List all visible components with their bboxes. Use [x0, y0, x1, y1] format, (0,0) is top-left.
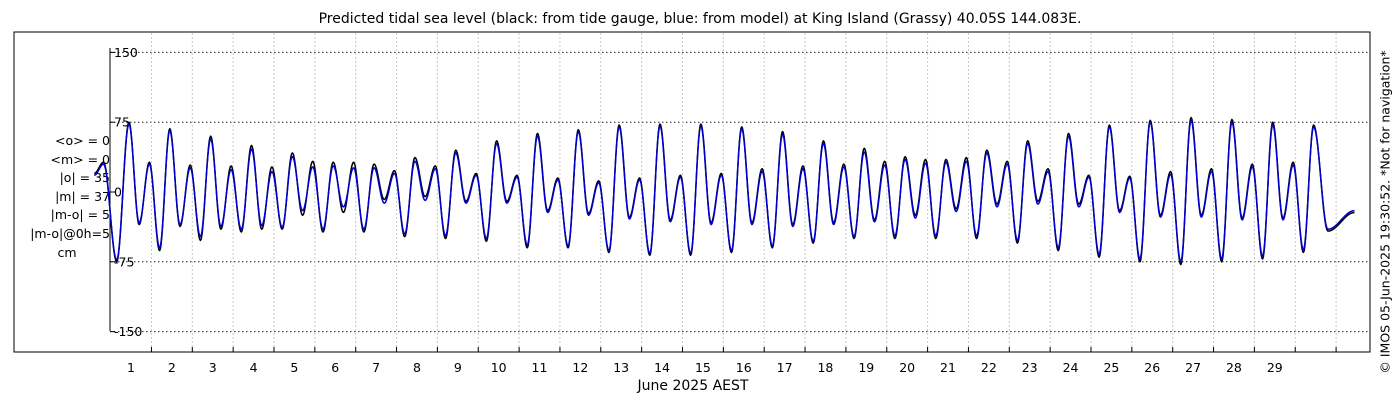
x-tick-label: 2 [168, 360, 176, 375]
stat-unit: cm [57, 244, 77, 260]
y-tick-label: 0 [114, 185, 122, 200]
y-axis: 150 75 0 -75 -150 [110, 45, 142, 339]
x-tick-label: 5 [290, 360, 298, 375]
x-tick-label: 26 [1144, 360, 1160, 375]
x-tick-label: 16 [736, 360, 752, 375]
x-tick-label: 25 [1103, 360, 1119, 375]
x-tick-label: 27 [1185, 360, 1201, 375]
x-tick-label: 21 [940, 360, 956, 375]
x-tick-label: 18 [817, 360, 833, 375]
stat-mean-observed: <o> = 0 [55, 133, 110, 148]
statistics-panel: <o> = 0 <m> = 0 |o| = 35 |m| = 37 |m-o| … [14, 132, 110, 262]
x-tick-label: 9 [454, 360, 462, 375]
x-tick-label: 15 [695, 360, 711, 375]
x-tick-label: 7 [372, 360, 380, 375]
x-tick-label: 12 [572, 360, 588, 375]
stat-mean-model: <m> = 0 [50, 151, 111, 167]
y-tick-label: -150 [114, 324, 142, 339]
x-tick-label: 17 [777, 360, 793, 375]
x-tick-label: 14 [654, 360, 670, 375]
x-tick-label: 24 [1063, 360, 1079, 375]
stat-abs-model: |m| = 37 [55, 188, 110, 204]
plot-frame [13, 31, 1371, 353]
y-tick-label: -75 [114, 254, 134, 269]
y-tick-label: 150 [114, 45, 138, 60]
x-tick-label: 22 [981, 360, 997, 375]
grid [110, 33, 1370, 351]
stat-abs-diff: |m-o| = 5 [50, 207, 110, 223]
x-tick-label: 29 [1267, 360, 1283, 375]
stat-abs-diff-0h: |m-o|@0h=5 [30, 225, 110, 241]
stat-abs-observed: |o| = 35 [59, 170, 110, 186]
series-line-model [94, 119, 1355, 263]
x-tick-label: 10 [491, 360, 507, 375]
x-tick-label: 19 [858, 360, 874, 375]
x-axis-label: June 2025 AEST [637, 378, 749, 394]
y-tick-label: 75 [114, 115, 130, 130]
x-tick-label: 3 [209, 360, 217, 375]
x-tick-label: 23 [1022, 360, 1038, 375]
x-tick-label: 6 [331, 360, 339, 375]
x-tick-label: 13 [613, 360, 629, 375]
x-tick-label: 1 [127, 360, 135, 375]
chart-title: Predicted tidal sea level (black: from t… [318, 11, 1082, 27]
x-tick-label: 28 [1226, 360, 1242, 375]
x-tick-label: 11 [532, 360, 548, 375]
x-tick-label: 8 [413, 360, 421, 375]
series-group [94, 116, 1355, 266]
x-axis: 1 2 3 4 5 6 7 8 9 10 11 12 13 14 15 16 17 18 19 20 21 22 23 24 2… [127, 347, 1337, 375]
x-tick-label: 20 [899, 360, 915, 375]
x-tick-label: 4 [250, 360, 258, 375]
